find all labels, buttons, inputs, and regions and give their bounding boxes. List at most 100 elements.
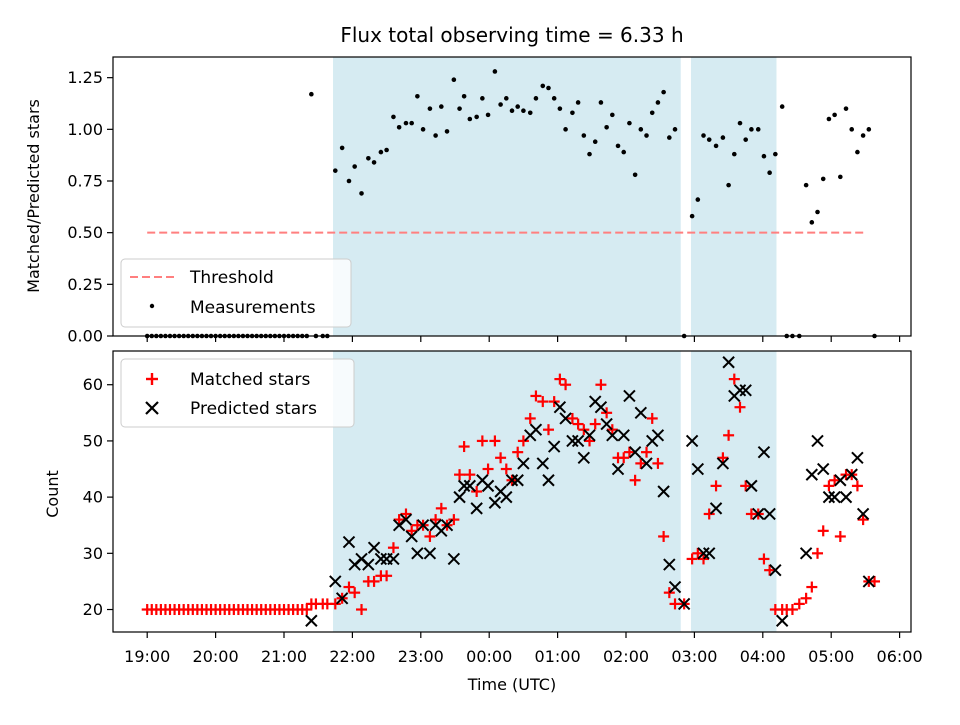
matched-star-marker — [589, 418, 601, 430]
predicted-marker-b — [828, 490, 841, 504]
predicted-marker-b — [362, 558, 375, 571]
measurement-point — [581, 133, 587, 138]
matched-star-marker — [823, 480, 835, 492]
matched-star-marker — [740, 480, 752, 492]
predicted-marker-b — [651, 429, 665, 442]
measurement-point — [655, 100, 661, 105]
matched-star-marker — [618, 452, 630, 464]
measurement-point — [509, 108, 515, 114]
measurement-point — [644, 133, 649, 138]
predicted-marker-b — [697, 547, 710, 560]
predicted-marker-b — [606, 429, 619, 442]
measurement-point — [627, 120, 632, 126]
matched-star-marker — [448, 514, 460, 526]
predicted-star-marker — [611, 462, 625, 476]
measurement-point — [779, 104, 785, 109]
top-legend-box — [120, 258, 352, 328]
x-tick-label: 04:00 — [740, 647, 786, 666]
predicted-star-marker — [623, 389, 636, 403]
measurement-point — [720, 135, 726, 140]
predicted-marker-b — [845, 468, 858, 481]
predicted-star-marker — [511, 474, 524, 487]
matched-star-marker — [548, 396, 560, 408]
predicted-marker-b — [583, 429, 596, 442]
matched-star-marker — [400, 508, 412, 520]
legend-matched-label: Matched stars — [190, 370, 310, 390]
predicted-star-marker — [817, 462, 830, 476]
measurement-point — [498, 102, 503, 107]
measurement-point — [860, 133, 866, 138]
matched-star-marker — [560, 379, 572, 391]
top-shaded-intervals — [333, 57, 777, 336]
predicted-marker-b — [429, 519, 442, 532]
top-y-axis-label: Matched/Predicted stars — [24, 99, 43, 293]
bottom-x-ticks: 19:00 20:00 21:00 22:00 23:00 00:00 01:00 02:00… — [124, 632, 923, 666]
predicted-marker-b — [716, 457, 730, 470]
x-tick-label: 23:00 — [398, 647, 444, 666]
measurement-point — [533, 96, 539, 101]
predicted-star-marker — [488, 496, 502, 509]
measurement-point — [832, 112, 837, 118]
predicted-marker-b — [611, 462, 625, 476]
measurement-point — [701, 133, 706, 138]
predicted-marker-b — [305, 614, 318, 627]
x-tick-label: 22:00 — [329, 647, 375, 666]
predicted-star-marker — [505, 474, 519, 487]
predicted-star-marker — [342, 535, 356, 549]
y-tick-label: 0.00 — [67, 327, 103, 346]
predicted-marker-b — [571, 434, 585, 448]
predicted-marker-b — [763, 507, 776, 521]
measurement-point — [689, 213, 695, 219]
predicted-marker-b — [416, 519, 430, 532]
predicted-star-marker — [634, 406, 648, 420]
measurement-point — [461, 93, 467, 99]
x-tick-label: 20:00 — [193, 647, 239, 666]
matched-star-marker — [851, 480, 863, 492]
predicted-marker-b — [691, 462, 705, 476]
top-y-ticks: 0.00 0.25 0.50 0.75 1.00 1.25 — [67, 68, 113, 346]
predicted-star-marker — [362, 558, 375, 571]
measurement-point — [610, 112, 615, 118]
measurement-point — [838, 174, 843, 180]
measurement-point — [667, 135, 672, 140]
x-tick-label: 21:00 — [261, 647, 307, 666]
predicted-marker-b — [617, 429, 630, 442]
measurement-point — [649, 110, 655, 116]
y-tick-label: 40 — [83, 488, 103, 507]
predicted-marker-b — [500, 490, 513, 504]
predicted-marker-b — [387, 552, 400, 566]
matched-star-marker — [471, 486, 483, 497]
shaded-interval — [333, 57, 681, 336]
predicted-star-marker — [685, 434, 699, 448]
predicted-star-marker — [529, 423, 543, 436]
predicted-marker-b — [745, 479, 758, 493]
predicted-star-marker — [470, 502, 483, 515]
measurement-point — [713, 143, 719, 149]
measurement-point — [409, 120, 414, 126]
measurement-point — [661, 89, 666, 95]
predicted-star-marker — [387, 552, 400, 566]
predicted-star-marker — [547, 440, 561, 453]
matched-star-marker — [652, 457, 664, 469]
matched-star-marker — [482, 463, 494, 475]
predicted-star-marker — [851, 451, 864, 464]
matched-star-marker — [658, 530, 670, 542]
measurement-point — [309, 91, 314, 97]
measurement-point — [333, 168, 338, 173]
predicted-marker-b — [329, 575, 342, 588]
measurement-point — [855, 149, 860, 155]
matched-star-marker — [537, 396, 549, 408]
measurement-point — [563, 127, 568, 132]
predicted-star-marker — [752, 507, 765, 521]
x-axis-label: Time (UTC) — [467, 675, 556, 694]
matched-star-marker — [698, 553, 710, 565]
predicted-star-marker — [571, 434, 585, 448]
matched-star-marker — [578, 424, 590, 436]
predicted-marker-b — [769, 563, 782, 577]
matched-star-marker — [368, 575, 380, 587]
predicted-star-marker — [536, 457, 549, 470]
matched-star-marker — [566, 412, 578, 424]
predicted-marker-b — [589, 395, 602, 408]
predicted-marker-b — [634, 406, 648, 420]
